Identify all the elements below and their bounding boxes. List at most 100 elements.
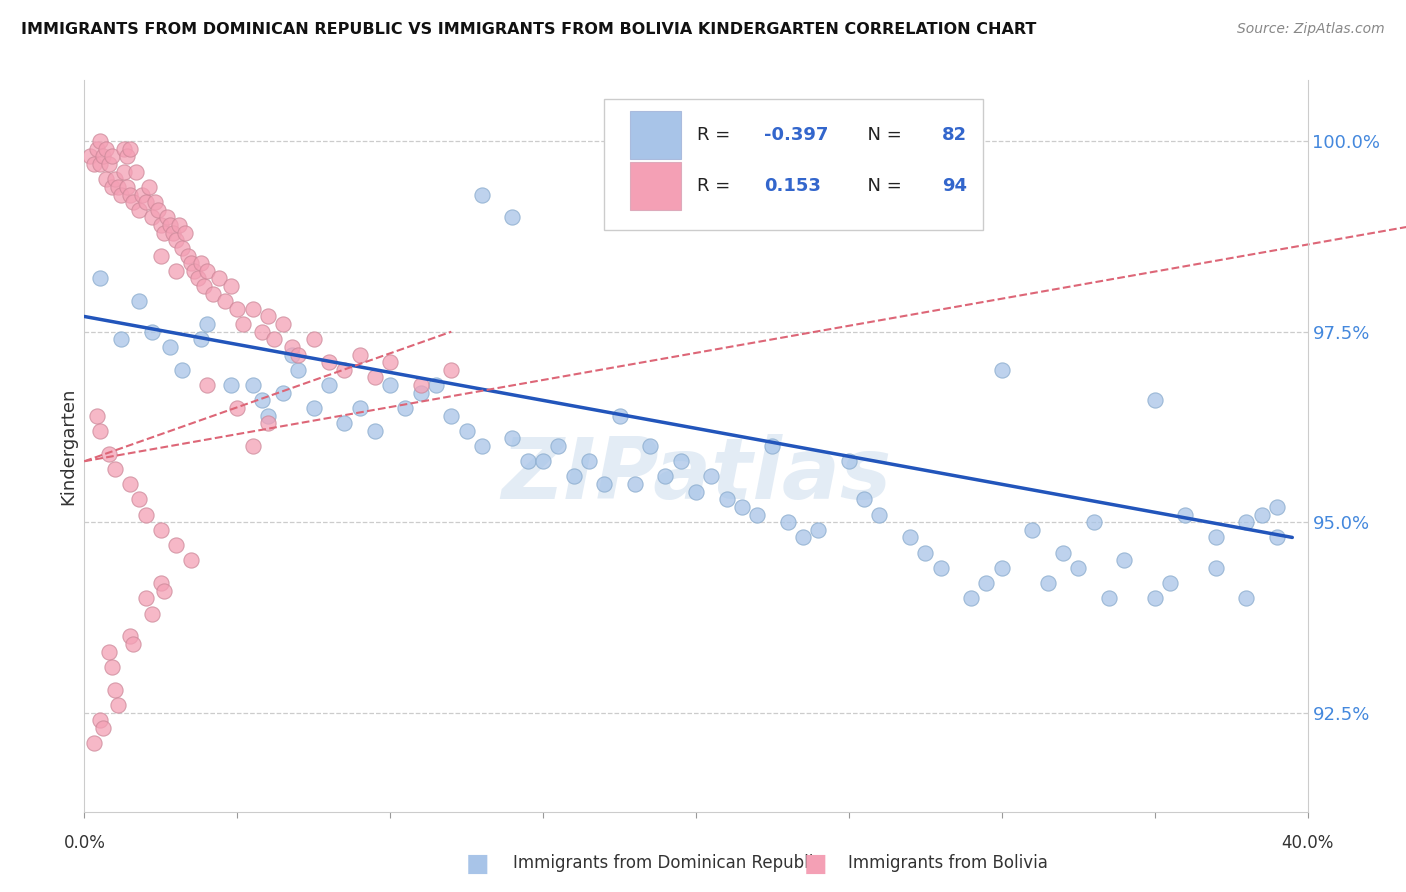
Point <box>193 279 215 293</box>
Point <box>409 385 432 400</box>
Point <box>190 256 212 270</box>
Point <box>302 401 325 415</box>
Text: IMMIGRANTS FROM DOMINICAN REPUBLIC VS IMMIGRANTS FROM BOLIVIA KINDERGARTEN CORRE: IMMIGRANTS FROM DOMINICAN REPUBLIC VS IM… <box>21 22 1036 37</box>
Point <box>97 157 120 171</box>
Point <box>562 469 585 483</box>
Point <box>104 172 127 186</box>
Point <box>165 538 187 552</box>
Point <box>141 325 163 339</box>
Point <box>128 492 150 507</box>
Point <box>1036 576 1059 591</box>
Point <box>107 698 129 712</box>
Text: -0.397: -0.397 <box>765 126 830 145</box>
Point <box>333 416 356 430</box>
Point <box>853 492 876 507</box>
Point <box>263 332 285 346</box>
Point <box>156 211 179 225</box>
Point <box>638 439 661 453</box>
Point <box>1083 515 1105 529</box>
Point <box>153 583 176 598</box>
Point <box>120 477 142 491</box>
Point <box>380 378 402 392</box>
Point <box>394 401 416 415</box>
Point <box>110 187 132 202</box>
Point <box>120 630 142 644</box>
Text: 82: 82 <box>942 126 967 145</box>
Point <box>1098 591 1121 606</box>
Point <box>138 180 160 194</box>
Point <box>159 340 181 354</box>
Point <box>1067 561 1090 575</box>
Point <box>149 218 172 232</box>
Point <box>101 149 124 163</box>
Point <box>1236 515 1258 529</box>
Point <box>232 317 254 331</box>
Point <box>669 454 692 468</box>
Point <box>153 226 176 240</box>
Point <box>792 531 814 545</box>
Point <box>807 523 830 537</box>
Point <box>122 195 145 210</box>
Text: R =: R = <box>697 178 742 195</box>
Point <box>94 142 117 156</box>
Point <box>101 660 124 674</box>
Point <box>101 180 124 194</box>
Point <box>141 211 163 225</box>
FancyBboxPatch shape <box>605 99 983 230</box>
Text: N =: N = <box>856 178 908 195</box>
Point <box>89 424 111 438</box>
Point <box>716 492 738 507</box>
Point <box>318 378 340 392</box>
Text: Immigrants from Dominican Republic: Immigrants from Dominican Republic <box>513 855 823 872</box>
Point <box>380 355 402 369</box>
Point <box>180 553 202 567</box>
Point <box>333 363 356 377</box>
Point <box>104 462 127 476</box>
Text: 94: 94 <box>942 178 967 195</box>
Point <box>186 271 208 285</box>
Point <box>195 317 218 331</box>
Point <box>364 370 387 384</box>
Point <box>208 271 231 285</box>
Point <box>180 256 202 270</box>
Point <box>97 645 120 659</box>
Point <box>149 523 172 537</box>
Point <box>838 454 860 468</box>
Point <box>531 454 554 468</box>
Point <box>609 409 631 423</box>
Point <box>624 477 647 491</box>
Point <box>91 721 114 735</box>
Point <box>131 187 153 202</box>
Point <box>122 637 145 651</box>
Point <box>219 279 242 293</box>
Point <box>89 271 111 285</box>
Point <box>257 310 280 324</box>
Point <box>135 195 157 210</box>
Point <box>1052 546 1074 560</box>
Point <box>167 218 190 232</box>
Point <box>177 248 200 262</box>
Point <box>174 226 197 240</box>
Point <box>172 241 194 255</box>
Point <box>456 424 478 438</box>
Point <box>115 149 138 163</box>
Point <box>271 385 294 400</box>
Point <box>162 226 184 240</box>
Point <box>349 348 371 362</box>
Point <box>578 454 600 468</box>
Point <box>172 363 194 377</box>
Point <box>1205 531 1227 545</box>
Y-axis label: Kindergarten: Kindergarten <box>59 387 77 505</box>
Text: ZIPatlas: ZIPatlas <box>501 434 891 516</box>
Point <box>731 500 754 514</box>
Point <box>1265 500 1288 514</box>
Point <box>302 332 325 346</box>
Text: Source: ZipAtlas.com: Source: ZipAtlas.com <box>1237 22 1385 37</box>
Point <box>104 682 127 697</box>
Point <box>112 142 135 156</box>
Point <box>141 607 163 621</box>
Point <box>1236 591 1258 606</box>
FancyBboxPatch shape <box>630 111 682 160</box>
Point <box>250 325 273 339</box>
Point <box>159 218 181 232</box>
